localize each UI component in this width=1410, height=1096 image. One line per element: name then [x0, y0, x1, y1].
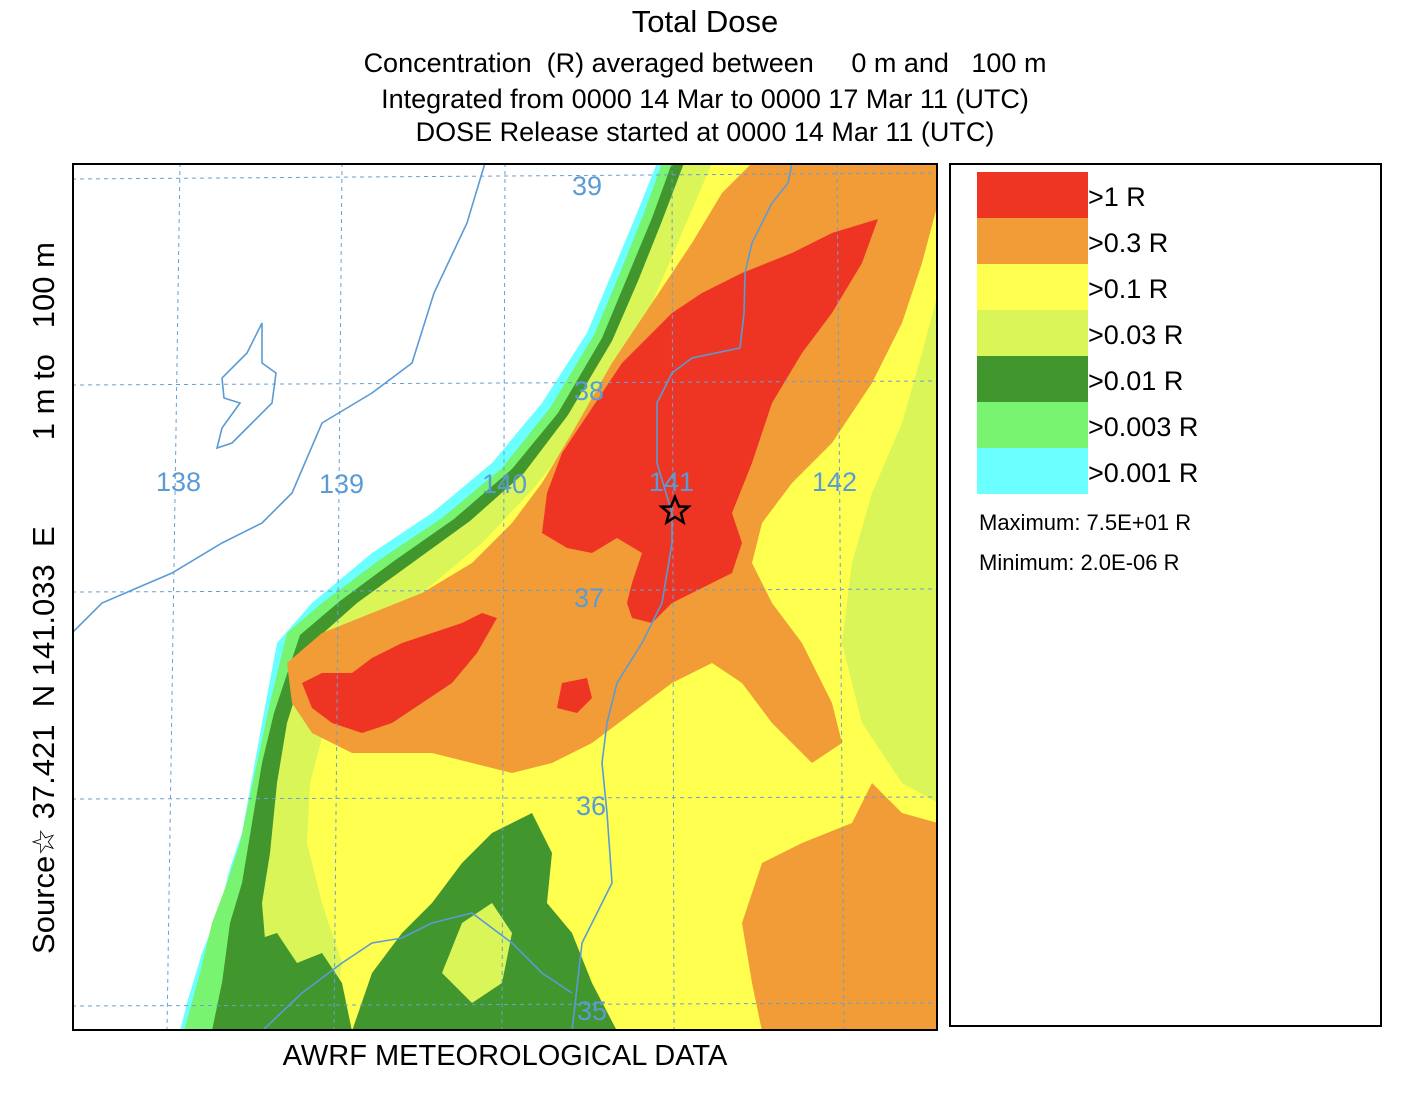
graticule: [74, 165, 936, 1029]
lat-label-36: 36: [576, 791, 606, 821]
legend-label: >0.03 R: [1088, 320, 1184, 350]
star-icon: [658, 493, 692, 526]
lat-label-37: 37: [574, 583, 604, 613]
map-frame: [72, 163, 938, 1031]
subtitle-concentration: Concentration (R) averaged between 0 m a…: [363, 48, 1047, 78]
subtitle-release: DOSE Release started at 0000 14 Mar 11 (…: [415, 117, 995, 147]
contour-0.01-south-west: [212, 933, 352, 1029]
legend-swatch: [977, 356, 1088, 402]
legend-swatch: [977, 310, 1088, 356]
lat-label-35: 35: [577, 996, 607, 1026]
legend-panel: >1 R >0.3 R >0.1 R >0.03 R >0.01 R >0.003 R >0…: [949, 163, 1382, 1027]
contour-1-west-lobe: [302, 613, 497, 733]
lat-label-39: 39: [572, 171, 602, 201]
legend-label: >0.003 R: [1088, 412, 1199, 442]
lon-label-141: 141: [649, 467, 694, 497]
lon-label-139: 139: [319, 469, 364, 499]
legend-label: >0.001 R: [1088, 458, 1199, 488]
coastline: [74, 165, 793, 1029]
legend-minimum: Minimum: 2.0E-06 R: [979, 550, 1180, 575]
map-title: Total Dose: [631, 4, 779, 39]
lon-label-142: 142: [812, 467, 857, 497]
legend-swatch: [977, 402, 1088, 448]
legend-label: >0.01 R: [1088, 366, 1184, 396]
legend-swatch: [977, 218, 1088, 264]
dose-map: 138 139 140 141 142 39 38 37 36 35: [72, 163, 938, 1031]
lon-label-138: 138: [156, 467, 201, 497]
subtitle-integration: Integrated from 0000 14 Mar to 0000 17 M…: [381, 84, 1029, 114]
legend-swatch: [977, 448, 1088, 494]
contour-1-small-blob: [557, 678, 592, 713]
legend-label: >0.3 R: [1088, 228, 1169, 258]
lon-label-140: 140: [482, 469, 527, 499]
legend-maximum: Maximum: 7.5E+01 R: [979, 510, 1192, 535]
legend-swatch: [977, 264, 1088, 310]
legend-label: >0.1 R: [1088, 274, 1169, 304]
data-source-label: AWRF METEOROLOGICAL DATA: [282, 1040, 728, 1072]
source-location-label: Source☆ 37.421 N 141.033 E 1 m to 100 m: [26, 242, 61, 954]
lat-label-38: 38: [574, 376, 604, 406]
contour-0.03-south-patch: [442, 903, 512, 1003]
contour-1: [542, 219, 878, 623]
legend-swatch: [977, 172, 1088, 218]
contour-0.03-east: [842, 300, 936, 802]
legend-label: >1 R: [1088, 182, 1146, 212]
contour-0.3-southeast: [742, 783, 936, 1029]
